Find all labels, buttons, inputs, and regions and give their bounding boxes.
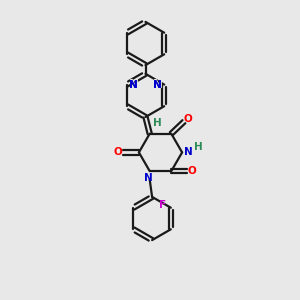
Text: N: N <box>129 80 138 90</box>
Text: F: F <box>159 200 166 210</box>
Text: N: N <box>153 80 162 90</box>
Text: N: N <box>153 78 163 91</box>
Text: O: O <box>184 114 193 124</box>
Text: O: O <box>113 147 122 158</box>
Text: N: N <box>129 80 138 90</box>
Text: N: N <box>153 80 162 90</box>
Text: N: N <box>144 173 153 183</box>
Text: O: O <box>188 166 197 176</box>
Text: H: H <box>153 118 162 128</box>
Text: N: N <box>128 78 138 91</box>
Text: N: N <box>184 147 193 158</box>
Text: H: H <box>194 142 203 152</box>
